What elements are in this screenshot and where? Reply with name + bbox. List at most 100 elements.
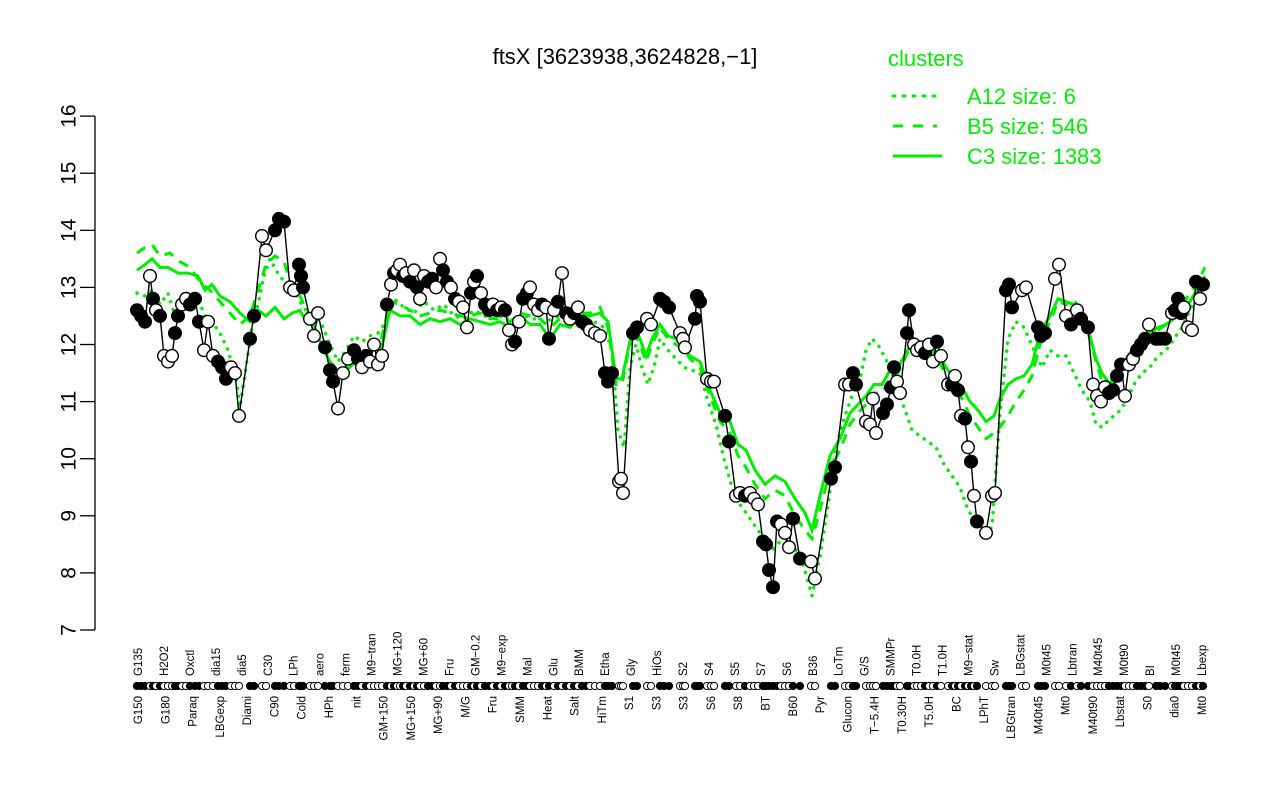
x-tick-label: B36: [808, 656, 820, 676]
legend: clusters A12 size: 6 B5 size: 546 C3 siz…: [888, 46, 1102, 169]
data-point-open: [948, 368, 963, 383]
y-tick-label: 13: [58, 276, 81, 299]
data-point-open: [890, 374, 905, 389]
y-tick-label: 11: [58, 391, 81, 413]
x-tick-label: S0: [1142, 696, 1154, 710]
data-point-open: [307, 328, 322, 343]
chart-title: ftsX [3623938,3624828,−1]: [493, 44, 758, 69]
data-point-filled: [498, 303, 513, 318]
data-point-filled: [246, 308, 261, 323]
x-tick-label: MG+90: [433, 696, 445, 734]
data-point-open: [375, 348, 390, 363]
x-tick-label: M0t90: [1119, 644, 1131, 676]
data-point-open: [1184, 323, 1199, 338]
x-tick-label: S6: [706, 696, 718, 710]
data-point-open: [804, 554, 819, 569]
data-point-open: [988, 486, 1003, 501]
data-point-filled: [542, 331, 557, 346]
data-point-filled: [964, 454, 979, 469]
y-tick-label: 7: [58, 624, 81, 636]
x-tick-label: LBGexp: [215, 696, 227, 738]
data-point-filled: [436, 263, 451, 278]
x-tick-label: G180: [160, 696, 172, 724]
rug-mark: [788, 681, 798, 691]
data-point-filled: [380, 297, 395, 312]
data-point-open: [502, 323, 517, 338]
legend-title: clusters: [888, 46, 964, 71]
data-point-open: [254, 228, 269, 243]
rug-mark: [313, 681, 323, 691]
data-point-filled: [846, 366, 861, 381]
data-point-filled: [958, 411, 973, 426]
x-tick-label: HiOs: [652, 650, 664, 676]
x-tick-label: HiTm: [597, 696, 609, 723]
data-point-filled: [1037, 326, 1052, 341]
data-point-filled: [1080, 320, 1095, 335]
rug-mark: [618, 681, 628, 691]
rug-mark: [632, 681, 642, 691]
x-tick-label: S3: [679, 696, 691, 710]
data-point-open: [1141, 317, 1156, 332]
x-tick-label: M/G: [460, 696, 472, 718]
x-tick-label: Fru: [488, 696, 500, 713]
data-point-open: [1051, 257, 1066, 272]
data-point-filled: [470, 269, 485, 284]
x-tick-label: Mal: [522, 657, 534, 676]
data-point-open: [782, 540, 797, 555]
data-point-open: [523, 280, 538, 295]
data-point-open: [614, 471, 629, 486]
data-point-filled: [900, 326, 915, 341]
data-point-filled: [786, 511, 801, 526]
x-tick-label: Sw: [989, 659, 1001, 676]
x-tick-label: Etha: [600, 652, 612, 676]
x-tick-label: aero: [315, 653, 327, 676]
x-tick-label: G/S: [860, 656, 872, 676]
x-tick-label: Pyr: [815, 696, 827, 713]
data-point-open: [1019, 280, 1034, 295]
x-tick-label: M0t45: [1041, 644, 1053, 676]
data-point-filled: [326, 374, 341, 389]
data-point-open: [413, 291, 428, 306]
x-tick-label: BI: [1145, 665, 1157, 676]
data-point-open: [456, 300, 471, 315]
data-point-filled: [137, 314, 152, 329]
data-point-filled: [551, 294, 566, 309]
rug-mark: [298, 681, 308, 691]
rug-mark: [261, 681, 271, 691]
data-point-filled: [849, 377, 864, 392]
x-tick-label: dia5: [237, 654, 249, 676]
x-tick-label: M0t45: [1171, 644, 1183, 676]
x-tick-label: M40t45: [1093, 638, 1105, 676]
x-tick-label: S3: [651, 696, 663, 710]
rug-mark: [972, 681, 982, 691]
x-tick-label: Oxctl: [185, 650, 197, 676]
x-tick-label: T0.30H: [897, 696, 909, 734]
rug-mark: [936, 681, 946, 691]
x-tick-label: Glu: [548, 658, 560, 676]
x-tick-label: Fru: [444, 659, 456, 676]
data-point-open: [808, 571, 823, 586]
data-point-open: [474, 286, 489, 301]
data-point-filled: [970, 514, 985, 529]
x-tick-label: M40t45: [1033, 696, 1045, 734]
data-point-open: [311, 306, 326, 321]
data-point-filled: [292, 257, 307, 272]
data-point-open: [778, 525, 793, 540]
x-tick-label: S4: [704, 661, 716, 676]
x-tick-label: BT: [761, 696, 773, 711]
y-tick-label: 15: [58, 162, 81, 185]
data-point-open: [512, 314, 527, 329]
data-point-open: [751, 497, 766, 512]
legend-entry-a12: A12 size: 6: [967, 84, 1076, 109]
cluster-line-solid: [136, 256, 1207, 536]
data-point-filled: [318, 340, 333, 355]
data-point-open: [869, 426, 884, 441]
x-tick-label: Heat: [542, 695, 554, 720]
x-tick-label: S6: [782, 662, 794, 676]
data-point-filled: [294, 269, 309, 284]
x-tick-label: S1: [624, 696, 636, 710]
data-point-filled: [277, 214, 292, 229]
rug-mark: [795, 681, 805, 691]
x-tick-label: T0.0H: [912, 645, 924, 676]
rug-mark: [1040, 681, 1050, 691]
